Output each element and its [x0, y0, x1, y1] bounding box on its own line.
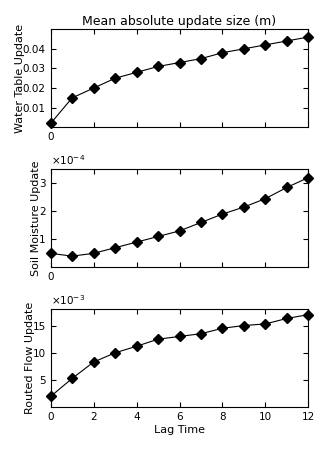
X-axis label: Lag Time: Lag Time [154, 425, 205, 435]
Y-axis label: Routed Flow Update: Routed Flow Update [25, 302, 35, 414]
Y-axis label: Soil Moisture Update: Soil Moisture Update [31, 161, 41, 276]
Y-axis label: Water Table Update: Water Table Update [15, 24, 25, 133]
Text: $\times10^{-4}$: $\times10^{-4}$ [50, 153, 85, 167]
Title: Mean absolute update size (m): Mean absolute update size (m) [82, 15, 277, 28]
Text: $\times10^{-3}$: $\times10^{-3}$ [50, 293, 85, 307]
